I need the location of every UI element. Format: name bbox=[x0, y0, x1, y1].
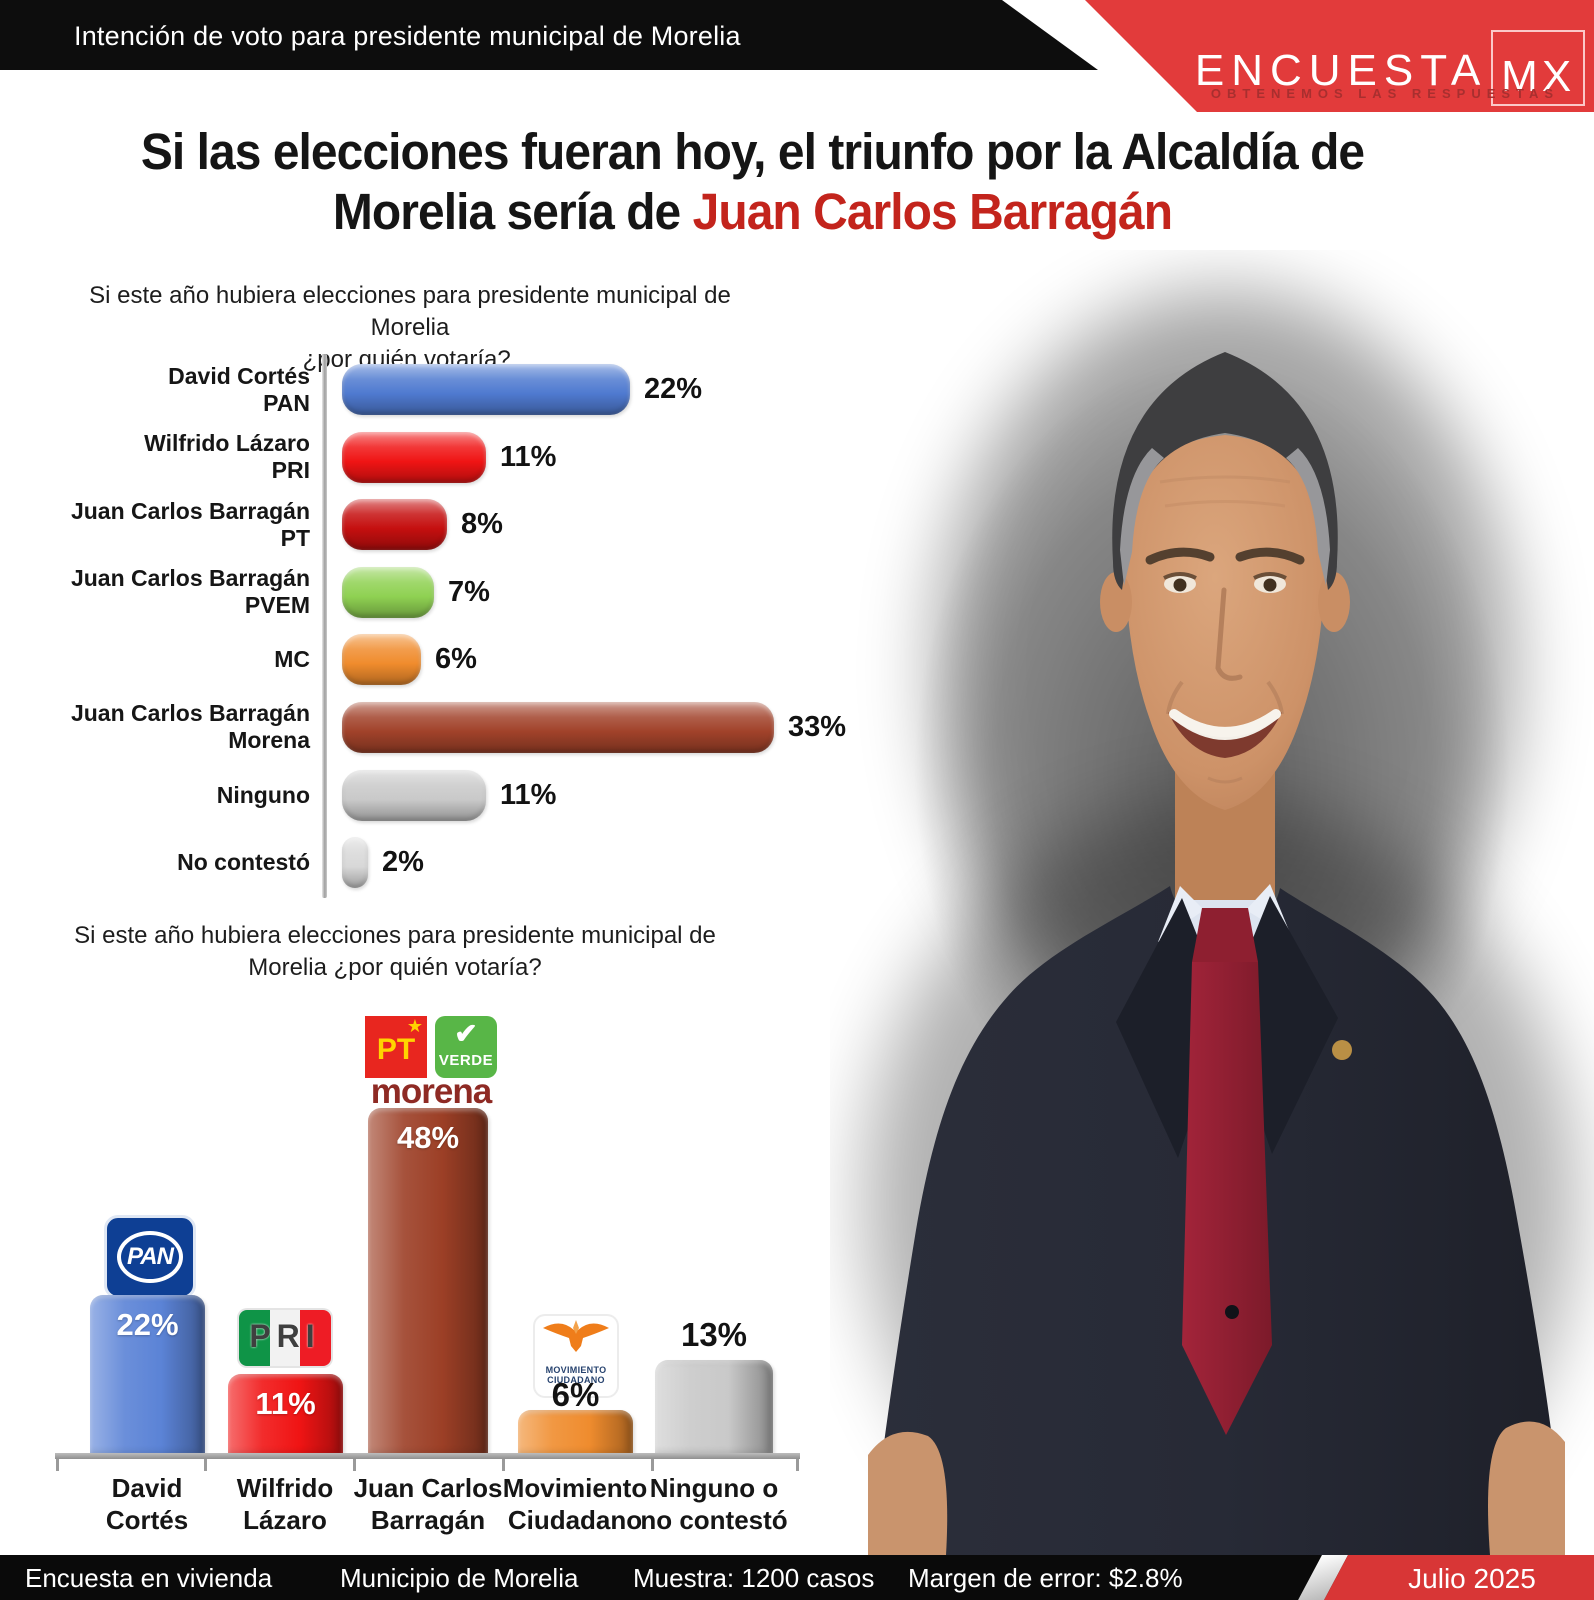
footer-method: Encuesta en vivienda bbox=[25, 1563, 273, 1593]
mc-logo-icon: MOVIMIENTO CIUDADANO bbox=[535, 1316, 617, 1396]
portrait-illustration bbox=[865, 290, 1575, 1555]
bar-label: Ninguno bbox=[216, 781, 310, 808]
column-label: Juan Carlos Barragán bbox=[353, 1473, 503, 1535]
bar-pan bbox=[342, 364, 630, 415]
bar-value: 22% bbox=[644, 373, 703, 405]
column-label: Ninguno o no contestó bbox=[640, 1473, 788, 1535]
footer-date: Julio 2025 bbox=[1408, 1563, 1536, 1594]
bar-row-mc: MC 6% bbox=[60, 634, 850, 686]
brand-wordmark: Encuesta bbox=[1194, 46, 1488, 95]
column-mc bbox=[518, 1410, 633, 1453]
morena-wordmark: morena bbox=[370, 1072, 492, 1111]
bar-value: 6% bbox=[435, 643, 477, 676]
column-pan: 22% bbox=[90, 1295, 205, 1453]
bar-ninguno bbox=[342, 769, 486, 821]
bar-morena bbox=[342, 701, 774, 753]
top-banner-title: Intención de voto para presidente munici… bbox=[74, 21, 741, 51]
bar-label: Juan Carlos Barragán PT bbox=[70, 497, 310, 551]
bar-pri bbox=[342, 431, 486, 483]
bar-label: Juan Carlos Barragán Morena bbox=[70, 700, 310, 754]
column-label: David Cortés bbox=[105, 1473, 189, 1535]
bar-value: 2% bbox=[382, 846, 424, 879]
bar-row-ninguno: Ninguno 11% bbox=[60, 769, 850, 821]
bar-row-pvem: Juan Carlos Barragán PVEM 7% bbox=[60, 565, 850, 619]
footer-place: Municipio de Morelia bbox=[340, 1563, 579, 1593]
bar-value: 11% bbox=[500, 440, 557, 473]
footer-sample: Muestra: 1200 casos bbox=[633, 1563, 875, 1593]
chart1-title: Si este año hubiera elecciones para pres… bbox=[89, 282, 731, 373]
column-ninguno bbox=[655, 1360, 773, 1453]
brand-banner: Encuesta MX OBTENEMOS LAS RESPUESTAS bbox=[1085, 0, 1594, 112]
toucan-icon: ✔ bbox=[454, 1018, 478, 1049]
bar-pt bbox=[342, 499, 447, 551]
bar-value: 33% bbox=[788, 710, 847, 743]
star-icon: ★ bbox=[406, 1016, 423, 1036]
chart1-rows: David Cortés PAN 22% Wilfrido Lázaro PRI 1… bbox=[60, 362, 850, 905]
bar-label: MC bbox=[274, 646, 310, 673]
bar-label: David Cortés PAN bbox=[168, 362, 310, 416]
bar-row-morena: Juan Carlos Barragán Morena 33% bbox=[60, 700, 850, 754]
bar-mc bbox=[342, 634, 421, 686]
bar-pvem bbox=[342, 566, 434, 618]
bar-row-pan: David Cortés PAN 22% bbox=[60, 362, 850, 416]
pri-logo-icon: PRI bbox=[239, 1310, 331, 1366]
mc-eagle-icon bbox=[543, 1320, 609, 1352]
chart2-x-axis bbox=[55, 1453, 800, 1459]
bar-label: Juan Carlos Barragán PVEM bbox=[70, 565, 310, 619]
bar-no-contesto bbox=[342, 837, 368, 889]
candidate-portrait bbox=[830, 250, 1594, 1555]
bar-value: 8% bbox=[461, 508, 503, 541]
bar-label: No contestó bbox=[177, 849, 310, 876]
chart2-title: Si este año hubiera elecciones para pres… bbox=[74, 922, 716, 981]
brand-logo: Encuesta MX bbox=[1194, 24, 1586, 106]
column-value-mc: 6% bbox=[551, 1376, 600, 1413]
headline: Si las elecciones fueran hoy, el triunfo… bbox=[45, 122, 1460, 242]
chart1-y-axis bbox=[322, 354, 327, 898]
bar-row-pt: Juan Carlos Barragán PT 8% bbox=[60, 497, 850, 551]
column-pri: 11% bbox=[228, 1374, 343, 1453]
headline-line1: Si las elecciones fueran hoy, el triunfo… bbox=[140, 123, 1365, 180]
footer-bar: Encuesta en vivienda Municipio de Moreli… bbox=[0, 1555, 1594, 1600]
chart-vertical-bars: Si este año hubiera elecciones para pres… bbox=[55, 920, 805, 1560]
footer-margin: Margen de error: $2.8% bbox=[908, 1563, 1183, 1593]
bar-value: 11% bbox=[500, 778, 557, 811]
bar-value: 7% bbox=[448, 575, 490, 608]
bar-row-pri: Wilfrido Lázaro PRI 11% bbox=[60, 430, 850, 484]
headline-line2: Morelia sería de Juan Carlos Barragán bbox=[332, 183, 1173, 240]
headline-highlight: Juan Carlos Barragán bbox=[692, 183, 1173, 240]
chart-horizontal-bars: Si este año hubiera elecciones para pres… bbox=[60, 280, 850, 910]
column-morena: 48% bbox=[368, 1108, 488, 1453]
pt-logo-icon: ★ PT bbox=[365, 1016, 427, 1078]
bar-row-no-contesto: No contestó 2% bbox=[60, 837, 850, 889]
column-label: Movimiento Ciudadano bbox=[502, 1473, 648, 1535]
pan-logo-icon: PAN bbox=[104, 1215, 196, 1299]
column-label: Wilfrido Lázaro bbox=[236, 1473, 334, 1535]
verde-logo-icon: ✔ VERDE bbox=[435, 1016, 497, 1078]
bar-label: Wilfrido Lázaro PRI bbox=[144, 430, 310, 484]
brand-tagline: OBTENEMOS LAS RESPUESTAS bbox=[1210, 86, 1560, 101]
column-value-ninguno: 13% bbox=[680, 1316, 748, 1353]
top-banner: Intención de voto para presidente munici… bbox=[0, 0, 1098, 70]
brand-mx-box: MX bbox=[1491, 30, 1586, 106]
